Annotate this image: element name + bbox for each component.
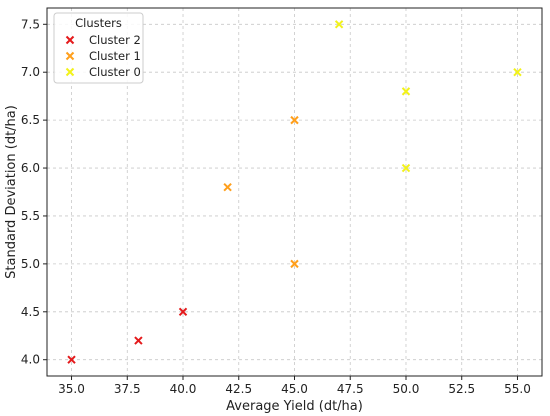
x-tick-label: 55.0 bbox=[504, 382, 531, 396]
legend-label: Cluster 1 bbox=[89, 49, 141, 63]
data-point bbox=[67, 355, 76, 364]
x-tick-label: 50.0 bbox=[393, 382, 420, 396]
y-tick-label: 5.5 bbox=[21, 209, 40, 223]
y-tick-label: 7.5 bbox=[21, 17, 40, 31]
data-point bbox=[223, 183, 232, 192]
y-tick-label: 5.0 bbox=[21, 257, 40, 271]
data-point bbox=[334, 20, 344, 29]
x-tick-label: 37.5 bbox=[114, 382, 141, 396]
y-tick-label: 4.0 bbox=[21, 353, 40, 367]
x-axis-label: Average Yield (dt/ha) bbox=[226, 399, 363, 414]
legend: Clusters Cluster 2 Cluster 1 Cluster 0 bbox=[53, 12, 144, 84]
x-tick-label: 42.5 bbox=[225, 382, 252, 396]
data-point bbox=[290, 115, 299, 125]
y-axis-label: Standard Deviation (dt/ha) bbox=[4, 105, 19, 279]
legend-title: Clusters bbox=[75, 16, 122, 30]
data-point bbox=[134, 336, 143, 345]
legend-box bbox=[53, 12, 144, 84]
data-point bbox=[290, 259, 299, 269]
x-tick-label: 35.0 bbox=[58, 382, 85, 396]
x-tick-label: 45.0 bbox=[281, 382, 308, 396]
y-tick-label: 6.0 bbox=[21, 161, 40, 175]
axes: 35.0 37.5 40.0 42.5 45.0 47.5 50.0 52.5 55.0 4.0 4… bbox=[21, 7, 543, 396]
x-tick-label: 40.0 bbox=[170, 382, 197, 396]
legend-marker bbox=[65, 35, 75, 45]
legend-label: Cluster 2 bbox=[89, 33, 141, 47]
data-point bbox=[401, 87, 411, 96]
legend-marker bbox=[65, 67, 75, 77]
data-points bbox=[67, 20, 522, 364]
data-point bbox=[401, 163, 411, 173]
legend-label: Cluster 0 bbox=[89, 65, 141, 79]
y-tick-label: 4.5 bbox=[21, 305, 40, 319]
x-tick-label: 47.5 bbox=[337, 382, 364, 396]
data-point bbox=[513, 68, 522, 77]
data-point bbox=[178, 307, 188, 316]
legend-marker bbox=[65, 51, 75, 61]
y-tick-label: 6.5 bbox=[21, 113, 40, 127]
y-tick-label: 7.0 bbox=[21, 65, 40, 79]
x-tick-label: 52.5 bbox=[448, 382, 475, 396]
